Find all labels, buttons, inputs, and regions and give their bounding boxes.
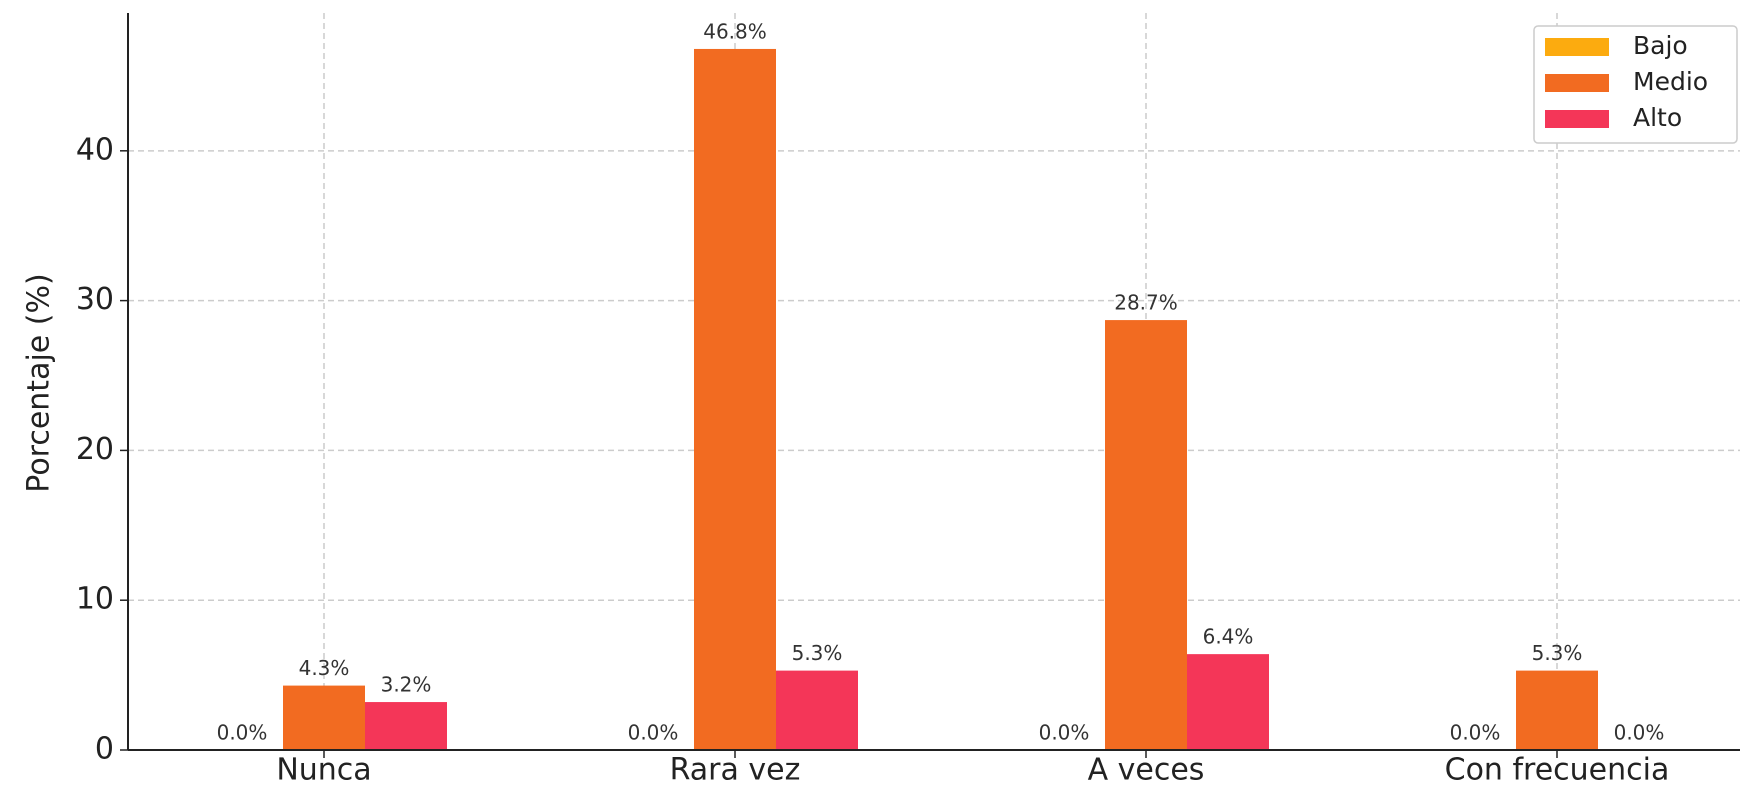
value-label: 0.0% <box>628 721 679 745</box>
value-label: 4.3% <box>299 656 350 680</box>
x-tick-label: Con frecuencia <box>1445 753 1670 785</box>
x-tick-label: A veces <box>1088 753 1205 785</box>
y-tick-label: 10 <box>76 582 114 617</box>
value-label: 28.7% <box>1114 291 1178 315</box>
bar <box>694 48 776 750</box>
value-label: 0.0% <box>1450 721 1501 745</box>
legend-swatch <box>1545 110 1609 128</box>
y-tick-label: 0 <box>95 732 114 767</box>
legend-label: Alto <box>1633 103 1682 132</box>
value-label: 5.3% <box>792 641 843 665</box>
bar <box>1516 670 1598 750</box>
legend-swatch <box>1545 74 1609 92</box>
bar <box>776 670 858 750</box>
value-label: 6.4% <box>1203 625 1254 649</box>
value-label: 46.8% <box>703 19 767 43</box>
value-label: 5.3% <box>1532 641 1583 665</box>
bar <box>365 702 447 750</box>
x-tick-label: Rara vez <box>670 753 801 785</box>
bar <box>1187 654 1269 750</box>
bar <box>1105 320 1187 750</box>
value-label: 0.0% <box>1039 721 1090 745</box>
x-tick-label: Nunca <box>276 753 371 785</box>
bar <box>283 685 365 750</box>
y-axis-label: Porcentaje (%) <box>22 273 57 492</box>
value-label: 3.2% <box>381 673 432 697</box>
value-label: 0.0% <box>1614 721 1665 745</box>
y-tick-label: 30 <box>76 282 114 317</box>
y-tick-label: 20 <box>76 432 114 467</box>
y-tick-label: 40 <box>76 132 114 167</box>
legend-label: Medio <box>1633 67 1708 96</box>
legend-swatch <box>1545 38 1609 56</box>
value-label: 0.0% <box>217 721 268 745</box>
legend-label: Bajo <box>1633 31 1688 60</box>
